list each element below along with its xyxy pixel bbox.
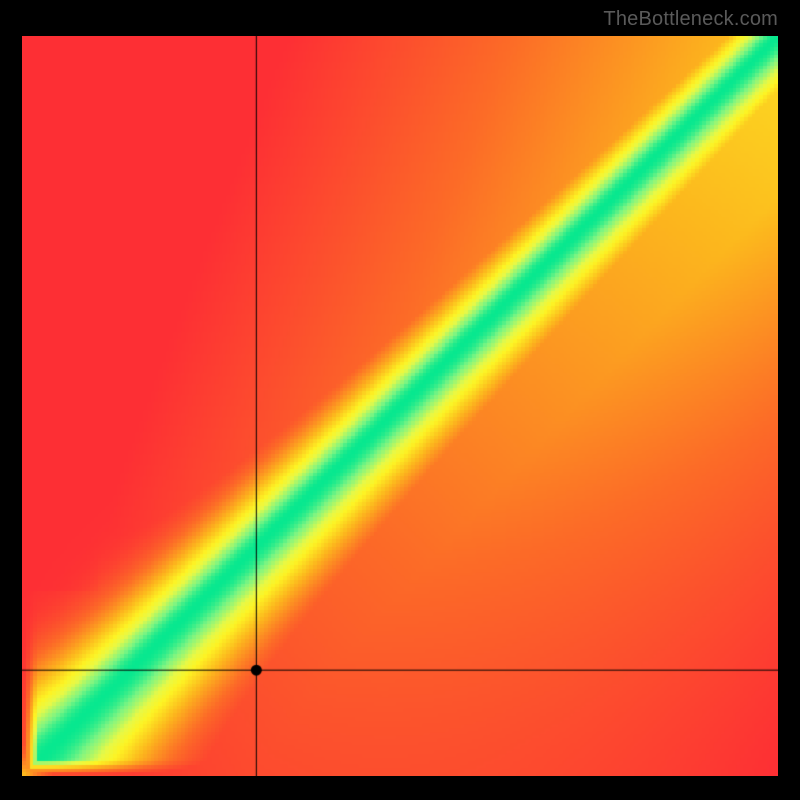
bottleneck-heatmap [22, 36, 778, 776]
watermark-text: TheBottleneck.com [603, 8, 778, 31]
heatmap-canvas [22, 36, 778, 776]
